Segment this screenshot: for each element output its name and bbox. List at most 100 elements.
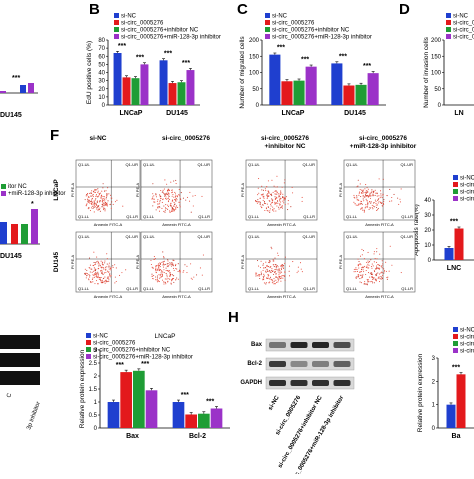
- flow-event-dot: [262, 193, 264, 195]
- flow-event-dot: [168, 198, 170, 201]
- flow-event-dot: [268, 195, 270, 197]
- flow-event-dot: [93, 267, 95, 269]
- legend-swatch: [446, 27, 451, 32]
- legend-label: si-circ_0005276+miR-128-3p inhibitor: [460, 349, 474, 355]
- bar: [177, 82, 186, 105]
- flow-event-dot: [258, 265, 260, 267]
- flow-event-dot: [179, 206, 181, 208]
- flow-event-dot: [161, 207, 163, 210]
- flow-event-dot: [280, 193, 282, 196]
- flow-event-dot: [170, 282, 172, 284]
- flow-event-dot: [359, 271, 361, 273]
- flow-event-dot: [164, 193, 166, 195]
- flow-event-dot: [162, 261, 164, 263]
- flow-event-dot: [161, 261, 163, 263]
- legend-label: si-NC: [121, 14, 137, 20]
- bar: [269, 54, 281, 105]
- flow-event-dot: [284, 262, 286, 264]
- flow-event-dot: [356, 186, 358, 188]
- flow-plot-frame: [245, 159, 318, 221]
- significance-mark: ***: [206, 399, 214, 406]
- flow-event-dot: [87, 198, 89, 200]
- flow-event-dot: [172, 210, 174, 212]
- flow-event-dot: [98, 194, 101, 196]
- flow-event-dot: [358, 204, 360, 206]
- flow-event-dot: [166, 278, 168, 280]
- flow-event-dot: [391, 200, 393, 202]
- flow-event-dot: [155, 193, 157, 195]
- flow-y-axis-label: PI PE-A: [135, 255, 140, 270]
- flow-event-dot: [282, 193, 284, 195]
- flow-event-dot: [167, 266, 169, 268]
- y-tick-label: 0: [94, 426, 98, 432]
- flow-event-dot: [151, 275, 153, 277]
- flow-event-dot: [97, 190, 99, 192]
- flow-event-dot: [376, 204, 378, 206]
- flow-event-dot: [94, 262, 96, 264]
- flow-event-dot: [269, 281, 271, 283]
- flow-event-dot: [162, 262, 165, 264]
- flow-event-dot: [278, 269, 281, 271]
- flow-event-dot: [361, 207, 364, 209]
- flow-event-dot: [371, 207, 373, 209]
- blot-strip: [0, 371, 40, 385]
- flow-event-dot: [169, 278, 171, 280]
- flow-event-dot: [263, 277, 265, 279]
- flow-event-dot: [108, 264, 110, 266]
- quadrant-label: Q1-LR: [126, 214, 138, 219]
- flow-event-dot: [89, 276, 91, 278]
- flow-event-dot: [95, 273, 97, 275]
- flow-event-dot: [369, 207, 371, 209]
- flow-event-dot: [277, 271, 279, 273]
- flow-event-dot: [182, 197, 184, 199]
- flow-event-dot: [179, 195, 181, 197]
- flow-event-dot: [366, 278, 368, 281]
- flow-event-dot: [378, 264, 380, 266]
- legend-swatch: [446, 34, 451, 39]
- flow-event-dot: [165, 269, 167, 271]
- blot-band: [312, 361, 329, 367]
- flow-event-dot: [280, 192, 282, 194]
- flow-event-dot: [272, 273, 275, 276]
- flow-event-dot: [94, 273, 96, 275]
- flow-event-dot: [165, 273, 167, 275]
- flow-event-dot: [194, 194, 196, 197]
- flow-event-dot: [373, 278, 375, 280]
- flow-event-dot: [195, 274, 198, 276]
- flow-event-dot: [86, 193, 89, 195]
- legend-swatch: [453, 175, 458, 180]
- flow-event-dot: [278, 196, 280, 198]
- legend-label: si-NC: [272, 14, 288, 20]
- flow-event-dot: [88, 207, 90, 209]
- panel-e-bar: [11, 224, 18, 244]
- flow-event-dot: [278, 206, 280, 208]
- legend-swatch: [265, 13, 270, 18]
- flow-event-dot: [92, 277, 94, 279]
- flow-event-dot: [266, 193, 269, 195]
- flow-event-dot: [96, 204, 98, 206]
- flow-event-dot: [122, 205, 124, 207]
- flow-event-dot: [261, 207, 263, 209]
- flow-event-dot: [284, 197, 286, 199]
- legend-label: si-circ_0005276: [93, 341, 136, 347]
- flow-event-dot: [164, 179, 166, 181]
- flow-event-dot: [97, 206, 100, 208]
- flow-event-dot: [183, 270, 185, 272]
- flow-event-dot: [278, 193, 280, 195]
- flow-event-dot: [165, 204, 167, 206]
- flow-event-dot: [186, 265, 188, 267]
- flow-event-dot: [267, 266, 270, 268]
- flow-event-dot: [179, 198, 181, 200]
- flow-plot-frame: [75, 159, 141, 221]
- flow-event-dot: [273, 185, 275, 187]
- flow-event-dot: [192, 195, 194, 197]
- flow-event-dot: [110, 197, 112, 199]
- flow-event-dot: [190, 277, 192, 279]
- flow-event-dot: [357, 179, 359, 181]
- flow-event-dot: [284, 279, 286, 281]
- flow-event-dot: [171, 261, 173, 264]
- flow-event-dot: [110, 275, 112, 277]
- flow-event-dot: [299, 262, 302, 264]
- flow-event-dot: [174, 195, 177, 197]
- flow-event-dot: [88, 257, 91, 259]
